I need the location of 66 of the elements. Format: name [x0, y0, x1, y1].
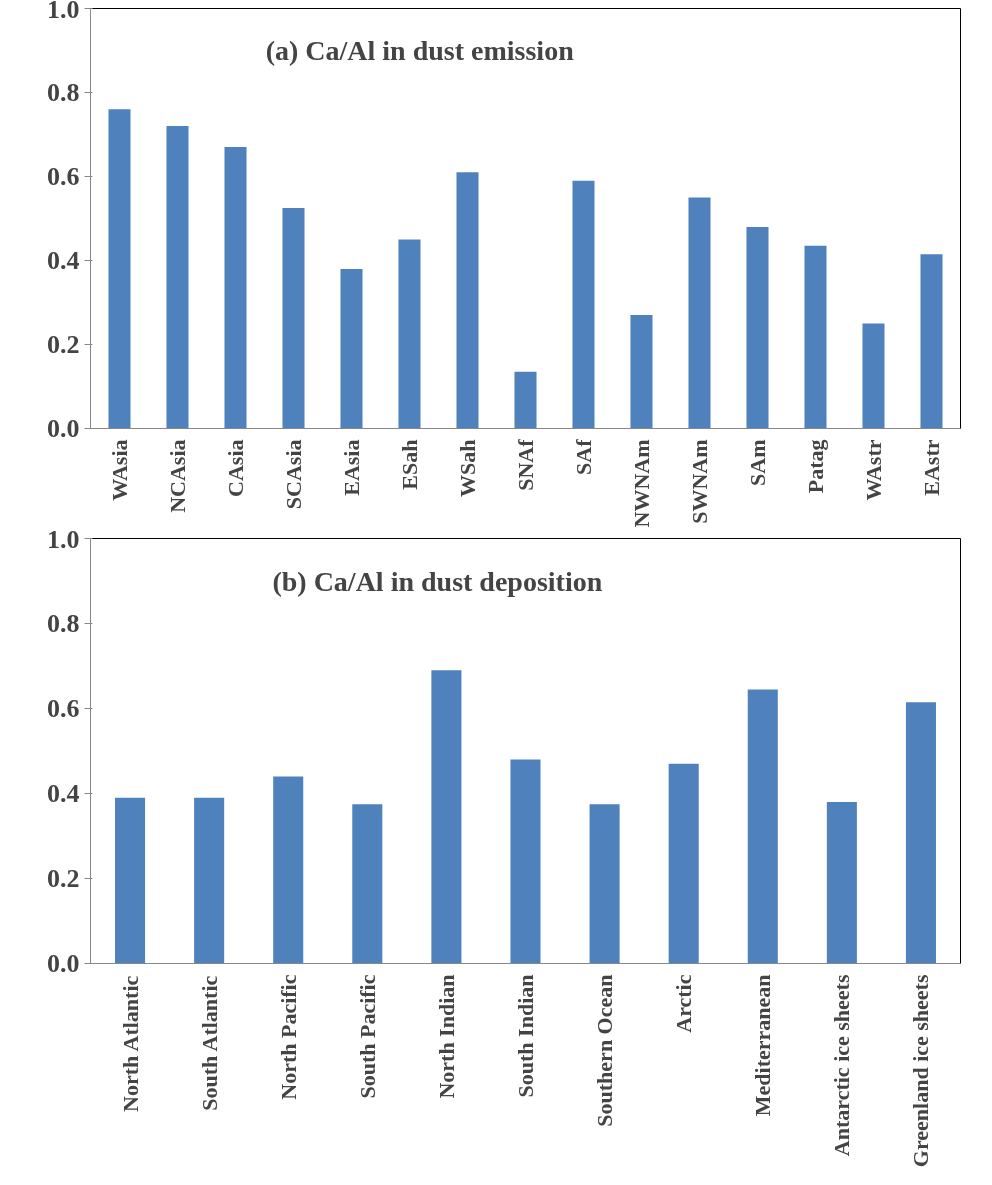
bar — [194, 797, 225, 964]
bar — [589, 804, 620, 964]
x-tick-label: EAsia — [339, 439, 364, 496]
bar — [224, 147, 247, 429]
y-tick-label: 1.0 — [47, 524, 80, 554]
bar — [273, 776, 304, 964]
x-tick-label: SAf — [571, 438, 596, 475]
bar — [688, 197, 711, 429]
bar — [398, 239, 421, 429]
bar — [352, 804, 383, 964]
bar — [166, 126, 189, 429]
y-tick-label: 0.8 — [47, 609, 80, 638]
bar — [746, 226, 769, 429]
x-tick-label: Antarctic ice sheets — [829, 974, 855, 1157]
x-tick-label: ESah — [397, 439, 422, 490]
bar — [572, 180, 595, 429]
x-tick-label: Patag — [803, 439, 828, 494]
y-tick-label: 0.6 — [47, 162, 80, 191]
x-tick-label: South Atlantic — [196, 975, 222, 1111]
bar — [108, 109, 131, 429]
x-tick-label: SCAsia — [281, 439, 306, 510]
x-tick-label: WAsia — [107, 439, 132, 501]
y-tick-label: 1.0 — [47, 0, 80, 24]
x-tick-label: NWNAm — [629, 439, 654, 528]
bar — [431, 670, 462, 964]
bar — [862, 323, 885, 429]
x-tick-label: Mediterranean — [750, 974, 776, 1117]
y-tick-label: 0.4 — [47, 246, 80, 275]
y-tick-label: 0.2 — [47, 864, 80, 893]
bar — [826, 802, 857, 964]
x-tick-label: North Pacific — [275, 974, 301, 1100]
bar — [630, 315, 653, 429]
x-tick-label: WAstr — [861, 439, 886, 501]
x-tick-label: NCAsia — [165, 439, 190, 513]
bar — [668, 763, 699, 964]
x-tick-label: CAsia — [223, 439, 248, 497]
text: (a) Ca/Al in dust emission — [265, 35, 575, 66]
x-tick-label: SWNAm — [687, 439, 712, 524]
x-tick-label: North Atlantic — [117, 975, 143, 1112]
bar — [115, 797, 146, 964]
x-tick-label: Arctic — [671, 974, 697, 1033]
y-tick-label: 0.2 — [47, 330, 80, 359]
bar — [804, 245, 827, 429]
text: (b) Ca/Al in dust deposition — [272, 565, 603, 597]
bar — [747, 689, 778, 964]
x-tick-label: WSah — [455, 439, 480, 497]
bar — [282, 208, 305, 429]
y-tick-label: 0.4 — [47, 779, 80, 808]
x-tick-label: Greenland ice sheets — [908, 974, 934, 1168]
x-tick-label: South Indian — [513, 974, 538, 1098]
bar — [510, 759, 541, 964]
bar — [514, 371, 537, 429]
x-tick-label: SAm — [745, 439, 770, 486]
bar — [456, 172, 479, 429]
bar — [920, 254, 943, 429]
y-tick-label: 0.8 — [47, 78, 80, 107]
y-tick-label: 0.0 — [47, 414, 80, 443]
x-tick-label: SNAf — [513, 438, 538, 491]
bar — [905, 702, 936, 964]
x-tick-label: South Pacific — [354, 974, 380, 1099]
x-tick-label: EAstr — [919, 439, 944, 496]
bar — [340, 268, 363, 429]
y-tick-label: 0.6 — [47, 694, 80, 723]
x-tick-label: Southern Ocean — [592, 974, 618, 1127]
y-tick-label: 0.0 — [47, 949, 80, 978]
x-tick-label: North Indian — [433, 974, 459, 1099]
